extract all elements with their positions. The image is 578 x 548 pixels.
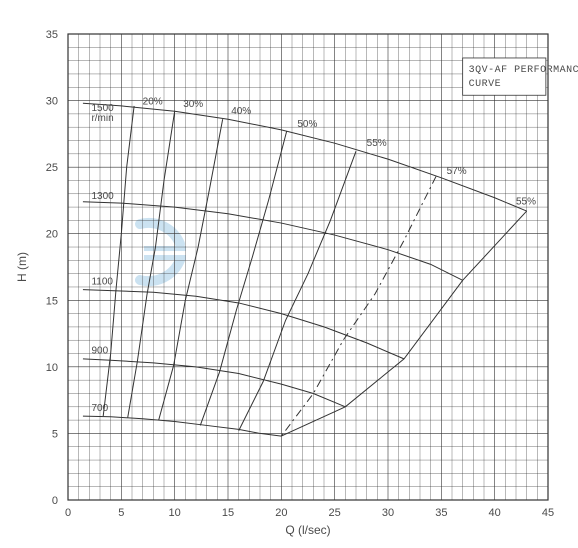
svg-text:55%: 55% — [367, 138, 387, 149]
svg-text:0: 0 — [65, 507, 71, 519]
svg-text:CURVE: CURVE — [469, 79, 502, 90]
svg-text:15: 15 — [46, 295, 58, 307]
svg-text:20%: 20% — [143, 97, 163, 108]
svg-text:1300: 1300 — [91, 191, 114, 202]
svg-text:57%: 57% — [447, 166, 467, 177]
pump-performance-chart: 0 5 10 15 20 25 30 35 40 45 0 5 10 15 20 25 30 35 Q (l/sec… — [0, 0, 578, 548]
svg-text:50%: 50% — [297, 119, 317, 130]
svg-text:1100: 1100 — [91, 276, 113, 287]
svg-text:40%: 40% — [231, 106, 251, 117]
svg-text:r/min: r/min — [91, 113, 113, 124]
svg-text:900: 900 — [91, 346, 108, 357]
svg-text:30: 30 — [46, 96, 58, 108]
svg-text:35: 35 — [46, 29, 58, 41]
svg-text:25: 25 — [46, 162, 58, 174]
svg-text:Q (l/sec): Q (l/sec) — [285, 523, 330, 537]
svg-text:30%: 30% — [183, 99, 203, 110]
svg-text:700: 700 — [91, 403, 108, 414]
svg-text:H (m): H (m) — [15, 252, 29, 282]
svg-text:10: 10 — [169, 507, 181, 519]
svg-text:20: 20 — [46, 229, 58, 241]
chart-svg: 0 5 10 15 20 25 30 35 40 45 0 5 10 15 20 25 30 35 Q (l/sec… — [0, 0, 578, 548]
svg-text:5: 5 — [52, 428, 58, 440]
svg-text:30: 30 — [382, 507, 394, 519]
svg-text:15: 15 — [222, 507, 234, 519]
svg-text:0: 0 — [52, 495, 58, 507]
svg-text:35: 35 — [435, 507, 447, 519]
svg-text:40: 40 — [489, 507, 501, 519]
svg-text:5: 5 — [118, 507, 124, 519]
svg-text:45: 45 — [542, 507, 554, 519]
svg-text:20: 20 — [275, 507, 287, 519]
svg-text:3QV-AF PERFORMANCE: 3QV-AF PERFORMANCE — [469, 65, 578, 76]
svg-text:55%: 55% — [516, 196, 536, 207]
svg-text:25: 25 — [329, 507, 341, 519]
svg-text:10: 10 — [46, 362, 58, 374]
